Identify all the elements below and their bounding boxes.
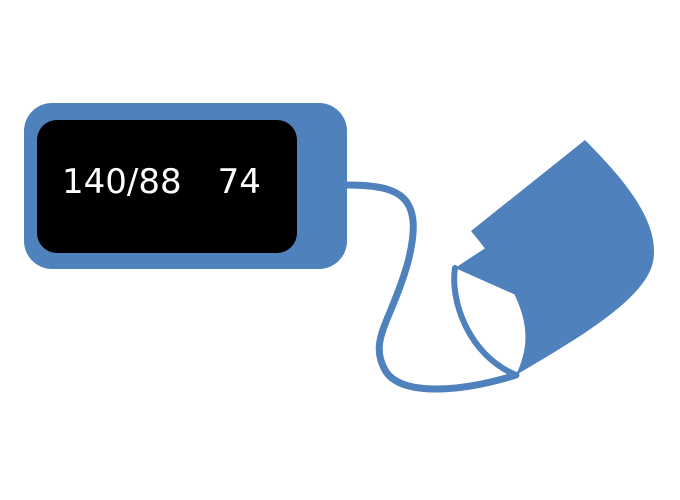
blood-pressure-reading: 140/88 [62,162,182,202]
cuff-band [471,140,655,375]
monitor-readout: 140/88 74 [62,160,261,204]
pulse-reading: 74 [217,162,261,202]
cuff-rim [451,265,519,378]
monitor-screen [37,120,297,253]
cuff-inner-flap [455,245,518,296]
connector-tube [341,181,520,393]
